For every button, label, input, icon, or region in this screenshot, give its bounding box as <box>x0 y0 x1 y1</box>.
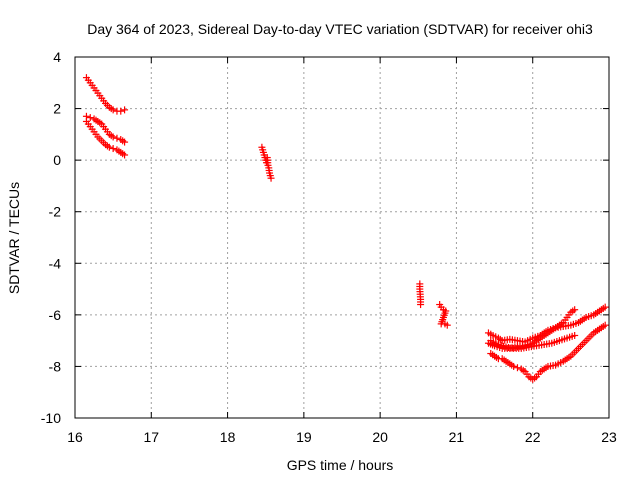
x-tick-label: 16 <box>67 429 83 445</box>
data-point <box>601 321 609 329</box>
y-tick-label: 4 <box>53 49 61 65</box>
data-point <box>109 106 117 114</box>
x-tick-label: 22 <box>525 429 541 445</box>
x-axis-title: GPS time / hours <box>287 457 394 473</box>
data-point <box>267 174 275 182</box>
chart-title: Day 364 of 2023, Sidereal Day-to-day VTE… <box>87 21 593 37</box>
series-arc-6 <box>436 301 451 329</box>
series-arc-8 <box>484 306 579 352</box>
series-arc-9 <box>487 321 609 383</box>
series-arc-5 <box>416 280 425 309</box>
data-point <box>109 145 117 153</box>
data-point <box>113 134 121 142</box>
data-point <box>601 303 609 311</box>
series-arc-10 <box>487 331 579 352</box>
data-point <box>117 107 125 115</box>
y-tick-label: -4 <box>49 255 62 271</box>
x-tick-label: 18 <box>220 429 236 445</box>
data-points-layer <box>82 74 609 383</box>
data-point <box>121 151 129 159</box>
series-arc-2 <box>82 112 129 146</box>
data-point <box>121 138 129 146</box>
x-tick-label: 17 <box>143 429 159 445</box>
data-point <box>571 331 579 339</box>
y-tick-label: -8 <box>49 358 62 374</box>
grid-layer <box>75 57 609 418</box>
x-tick-label: 21 <box>449 429 465 445</box>
y-tick-label: -10 <box>41 410 61 426</box>
series-arc-1 <box>82 74 129 115</box>
data-point <box>86 114 94 122</box>
y-axis-title: SDTVAR / TECUs <box>6 182 22 294</box>
series-arc-7 <box>484 303 609 346</box>
data-point <box>443 321 451 329</box>
plot-frame <box>74 56 610 419</box>
x-tick-label: 19 <box>296 429 312 445</box>
data-point <box>105 143 113 151</box>
data-point <box>121 106 129 114</box>
data-point <box>571 306 579 314</box>
x-tick-label: 20 <box>372 429 388 445</box>
series-arc-3 <box>82 117 129 159</box>
data-point <box>109 133 117 141</box>
x-tick-label: 23 <box>601 429 617 445</box>
y-tick-label: -2 <box>49 204 62 220</box>
y-tick-label: -6 <box>49 307 62 323</box>
y-tick-label: 0 <box>53 152 61 168</box>
data-point <box>417 301 425 309</box>
data-point <box>510 362 518 370</box>
y-tick-label: 2 <box>53 101 61 117</box>
data-point <box>513 364 521 372</box>
series-arc-4 <box>258 143 275 182</box>
ticks-layer: 16 17 18 19 20 21 22 23 -10 -8 -6 -4 -2 0 2 4 <box>41 49 617 445</box>
